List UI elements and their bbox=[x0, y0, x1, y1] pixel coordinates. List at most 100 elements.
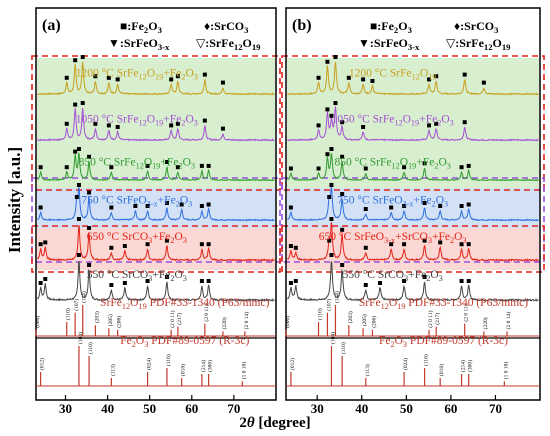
phase-marker bbox=[164, 201, 169, 205]
highlight-band bbox=[37, 188, 275, 228]
hkl-label: (2 0 11) bbox=[427, 310, 434, 327]
phase-marker bbox=[340, 154, 345, 159]
phase-marker bbox=[115, 77, 120, 82]
phase-marker bbox=[340, 192, 345, 196]
phase-marker bbox=[199, 163, 204, 168]
hkl-label: (114) bbox=[81, 291, 88, 303]
phase-marker bbox=[169, 123, 174, 128]
hkl-label: (107) bbox=[325, 299, 332, 311]
highlight-band bbox=[287, 228, 539, 270]
hkl-label: (2 0 11) bbox=[203, 304, 210, 321]
phase-marker bbox=[363, 283, 368, 287]
phase-marker bbox=[199, 279, 204, 283]
hkl-label: (110) bbox=[65, 308, 72, 320]
phase-marker bbox=[288, 205, 293, 210]
phase-marker bbox=[74, 195, 79, 199]
series-label-650: 650 °C SrFeO3-x​+SrCO3​+Fe2​O3​ bbox=[319, 231, 467, 245]
phase-marker bbox=[109, 245, 114, 250]
phase-marker bbox=[64, 75, 69, 80]
phase-marker bbox=[346, 75, 351, 80]
phase-marker bbox=[87, 226, 92, 230]
phase-marker bbox=[93, 74, 98, 79]
phase-marker bbox=[80, 55, 85, 59]
phase-marker bbox=[402, 279, 407, 283]
phase-marker bbox=[109, 205, 114, 210]
phase-marker bbox=[389, 242, 394, 247]
dashed-frame-low bbox=[31, 225, 281, 273]
phase-marker bbox=[87, 190, 92, 195]
phase-marker bbox=[76, 147, 81, 151]
phase-marker bbox=[462, 120, 467, 125]
hkl-label: (1 0 10) bbox=[240, 362, 247, 380]
phase-marker bbox=[64, 121, 69, 126]
phase-marker bbox=[175, 121, 180, 126]
panel-label: (a) bbox=[42, 17, 61, 34]
phase-marker bbox=[327, 195, 332, 199]
x-tick-label: 60 bbox=[444, 401, 457, 416]
phase-marker bbox=[169, 77, 174, 82]
phase-marker bbox=[402, 242, 407, 247]
phase-marker bbox=[206, 163, 211, 168]
phase-marker bbox=[38, 242, 43, 247]
phase-marker bbox=[329, 253, 334, 257]
phase-marker bbox=[122, 281, 127, 285]
x-tick-label: 40 bbox=[355, 401, 368, 416]
phase-marker bbox=[329, 217, 334, 221]
hkl-label: (2 0 14) bbox=[505, 312, 512, 330]
hkl-label: (220) bbox=[482, 317, 489, 329]
phase-marker bbox=[64, 165, 69, 170]
series-line-550 bbox=[36, 261, 275, 302]
hkl-label: (012) bbox=[289, 358, 296, 370]
series-label-650: 650 °C SrCO3​+Fe2​O3​ bbox=[87, 231, 187, 245]
hkl-label: (2 0 14) bbox=[243, 312, 250, 330]
phase-marker bbox=[363, 166, 368, 171]
hkl-label: (006) bbox=[34, 316, 41, 328]
hkl-label: (206) bbox=[370, 316, 377, 328]
phase-marker bbox=[199, 242, 204, 247]
phase-marker bbox=[438, 204, 443, 208]
phase-marker bbox=[43, 240, 48, 245]
phase-marker bbox=[466, 163, 471, 168]
series-line-1200 bbox=[287, 61, 539, 96]
phase-marker bbox=[206, 202, 211, 207]
x-tick-label: 30 bbox=[59, 401, 72, 416]
phase-marker bbox=[363, 207, 368, 211]
panel-b: (b) ■:Fe2​O3​ ♦:SrCO3​ ▼:SrFeO3-x​ ▽:SrFe12​… bbox=[281, 7, 545, 416]
phase-marker bbox=[202, 72, 207, 77]
hkl-label: (205) bbox=[107, 314, 114, 326]
reference-label: SrFe12​O19​ PDF#33-1340 (P63/mmc) bbox=[100, 297, 269, 311]
hkl-label: (006) bbox=[284, 316, 291, 328]
phase-marker bbox=[459, 165, 464, 170]
hkl-label: (214) bbox=[460, 360, 467, 372]
x-tick-label: 70 bbox=[227, 401, 240, 416]
phase-marker bbox=[333, 101, 338, 105]
hkl-label: (300) bbox=[467, 360, 474, 372]
series-label-550: 550 °C SrCO3​+Fe2​O3​ bbox=[87, 269, 187, 283]
dashed-frame-high bbox=[281, 55, 545, 191]
hkl-label: (214) bbox=[200, 360, 207, 372]
phase-marker bbox=[427, 123, 432, 128]
phase-marker bbox=[164, 275, 169, 279]
phase-marker bbox=[459, 279, 464, 283]
phase-marker bbox=[459, 204, 464, 208]
phase-marker bbox=[115, 125, 120, 129]
dashed-frame-mid bbox=[31, 177, 281, 263]
y-axis-label: Intensity [a.u.] bbox=[5, 147, 24, 253]
phase-marker bbox=[106, 123, 111, 128]
panel-frame bbox=[35, 7, 277, 401]
series-line-850 bbox=[287, 152, 539, 182]
phase-marker bbox=[389, 205, 394, 210]
hkl-label: (107) bbox=[73, 299, 80, 311]
series-line-850 bbox=[37, 152, 275, 182]
x-tick-label: 50 bbox=[143, 401, 156, 416]
phase-marker bbox=[361, 125, 366, 129]
phase-marker bbox=[325, 107, 330, 112]
hkl-label: (110) bbox=[340, 342, 347, 354]
phase-marker bbox=[164, 160, 169, 164]
series-label-750: 750 °C SrFeO3-x​+Fe2​O3​ bbox=[337, 195, 448, 209]
phase-marker bbox=[427, 77, 432, 82]
dashed-frame-low bbox=[281, 225, 545, 273]
hkl-label: (113) bbox=[364, 364, 371, 376]
phase-marker bbox=[438, 240, 443, 245]
